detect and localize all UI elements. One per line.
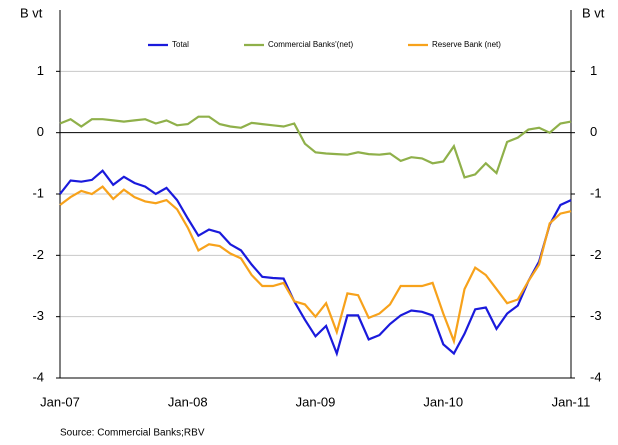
legend-label: Reserve Bank (net) [432,40,501,49]
y-tick-label: -1 [32,185,44,200]
x-tick-label: Jan-08 [168,394,208,409]
y2-tick-label: -2 [590,247,602,262]
y2-tick-label: 1 [590,63,597,78]
x-tick-label: Jan-07 [40,394,80,409]
y-tick-label: -3 [32,308,44,323]
legend-label: Commercial Banks'(net) [268,40,353,49]
y2-axis-label: B vt [582,5,605,20]
series-line [59,185,572,346]
y2-tick-label: -1 [590,185,602,200]
y-tick-label: -4 [32,369,44,384]
source: Source: Commercial Banks;RBV [60,428,205,439]
series-line [59,115,572,179]
x-tick-label: Jan-10 [423,394,463,409]
x-tick-label: Jan-11 [552,394,591,409]
y2-tick-label: -4 [590,369,602,384]
legend-label: Total [172,40,189,49]
series-line [59,169,572,357]
y2-tick-label: -3 [590,308,602,323]
y2-tick-label: 0 [590,124,597,139]
y-tick-label: 0 [37,124,44,139]
y-tick-label: 1 [37,63,44,78]
y-tick-label: -2 [32,247,44,262]
y-axis-label: B vt [20,5,43,20]
x-tick-label: Jan-09 [296,394,336,409]
